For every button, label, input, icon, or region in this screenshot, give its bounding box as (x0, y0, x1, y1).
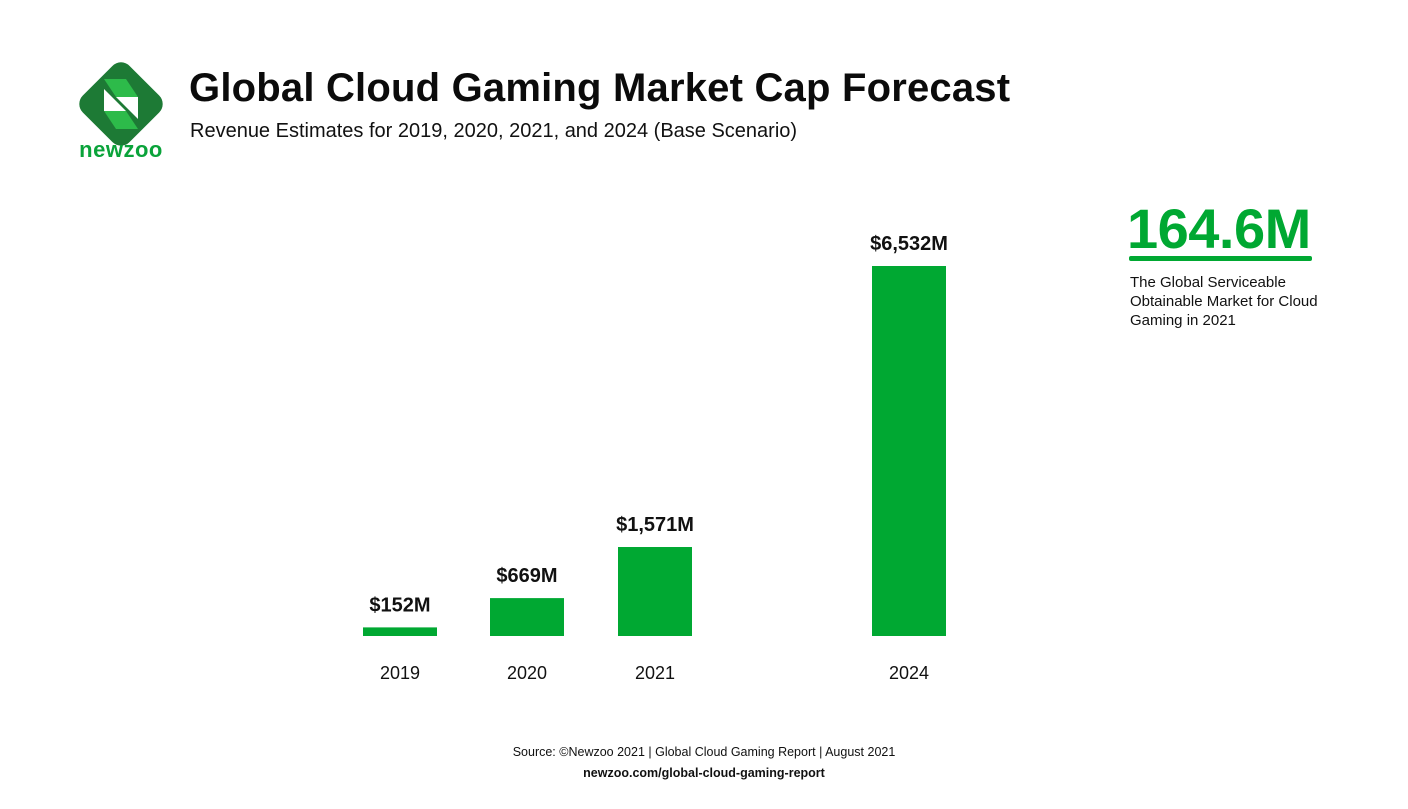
data-label: $1,571M (616, 514, 694, 536)
source-note: Source: ©Newzoo 2021 | Global Cloud Gami… (512, 745, 896, 759)
page-subtitle: Revenue Estimates for 2019, 2020, 2021, … (190, 120, 798, 142)
bar-2020 (490, 598, 564, 636)
bar-2019 (363, 627, 437, 636)
x-tick-label: 2020 (507, 663, 547, 683)
page-title: Global Cloud Gaming Market Cap Forecast (189, 66, 1011, 110)
callout-description: The Global Serviceable Obtainable Market… (1130, 274, 1318, 329)
x-tick-label: 2024 (889, 663, 929, 683)
bar-2021 (618, 547, 692, 636)
data-label: $669M (496, 565, 557, 587)
callout-value: 164.6M (1127, 197, 1311, 260)
report-link[interactable]: newzoo.com/global-cloud-gaming-report (583, 766, 825, 780)
callout-underline (1129, 256, 1312, 261)
newzoo-logo-icon (79, 62, 163, 146)
logo-wordmark: newzoo (79, 137, 163, 162)
data-label: $6,532M (870, 233, 948, 255)
data-label: $152M (369, 594, 430, 616)
bar-2024 (872, 266, 946, 636)
x-tick-label: 2019 (380, 663, 420, 683)
x-tick-label: 2021 (635, 663, 675, 683)
